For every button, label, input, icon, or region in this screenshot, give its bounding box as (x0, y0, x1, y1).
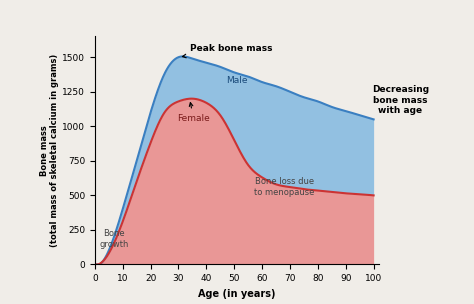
Text: Female: Female (177, 103, 210, 123)
X-axis label: Age (in years): Age (in years) (198, 289, 276, 299)
Text: Bone
growth: Bone growth (100, 229, 129, 249)
Text: Bone loss due
to menopause: Bone loss due to menopause (254, 178, 315, 197)
Text: Decreasing
bone mass
with age: Decreasing bone mass with age (372, 85, 429, 115)
Text: Peak bone mass: Peak bone mass (182, 44, 272, 58)
Text: Male: Male (226, 76, 247, 85)
Y-axis label: Bone mass
(total mass of skeletal calcium in grams): Bone mass (total mass of skeletal calciu… (40, 54, 59, 247)
